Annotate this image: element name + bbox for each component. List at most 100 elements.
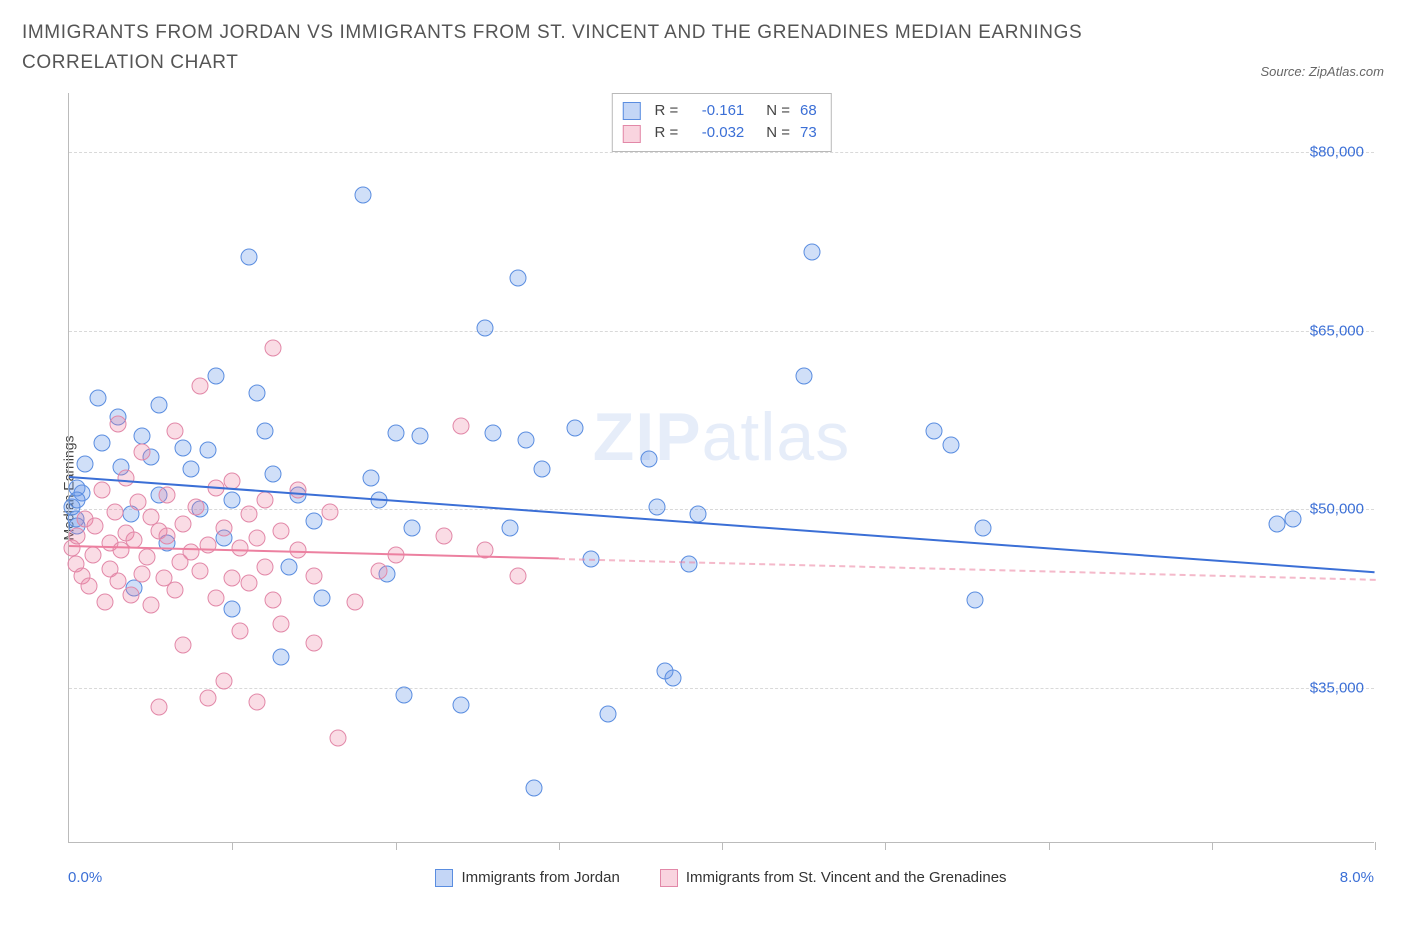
scatter-point [224, 570, 241, 587]
swatch-pink-icon [660, 869, 678, 887]
scatter-point [273, 615, 290, 632]
gridline-h [69, 331, 1374, 332]
scatter-point [509, 270, 526, 287]
scatter-point [363, 470, 380, 487]
scatter-point [77, 456, 94, 473]
scatter-point [240, 506, 257, 523]
scatter-point [199, 689, 216, 706]
scatter-point [926, 422, 943, 439]
scatter-point [305, 513, 322, 530]
scatter-point [411, 427, 428, 444]
scatter-point [518, 432, 535, 449]
scatter-point [803, 244, 820, 261]
y-tick-label: $50,000 [1310, 501, 1364, 518]
scatter-point [403, 520, 420, 537]
scatter-point [273, 522, 290, 539]
scatter-point [158, 527, 175, 544]
scatter-point [90, 389, 107, 406]
scatter-point [354, 187, 371, 204]
scatter-point [330, 730, 347, 747]
scatter-point [188, 499, 205, 516]
scatter-point [648, 499, 665, 516]
x-tick [1212, 842, 1213, 850]
scatter-point [183, 544, 200, 561]
scatter-point [134, 565, 151, 582]
scatter-point [387, 425, 404, 442]
scatter-point [167, 582, 184, 599]
x-axis-min-label: 0.0% [68, 869, 102, 886]
scatter-point [191, 377, 208, 394]
scatter-point [975, 520, 992, 537]
scatter-point [942, 437, 959, 454]
scatter-point [314, 589, 331, 606]
scatter-point [501, 520, 518, 537]
scatter-point [109, 415, 126, 432]
scatter-point [106, 503, 123, 520]
scatter-point [1269, 515, 1286, 532]
scatter-point [967, 591, 984, 608]
scatter-point [216, 520, 233, 537]
scatter-point [207, 368, 224, 385]
legend-item-jordan: Immigrants from Jordan [435, 869, 619, 887]
watermark: ZIPatlas [593, 398, 850, 476]
scatter-point [509, 568, 526, 585]
scatter-point [305, 634, 322, 651]
scatter-point [240, 249, 257, 266]
scatter-point [265, 465, 282, 482]
x-tick [232, 842, 233, 850]
scatter-point [567, 420, 584, 437]
gridline-h [69, 688, 1374, 689]
scatter-point [599, 706, 616, 723]
scatter-point [183, 460, 200, 477]
scatter-point [224, 491, 241, 508]
scatter-point [534, 460, 551, 477]
gridline-h [69, 509, 1374, 510]
scatter-point [109, 572, 126, 589]
scatter-point [207, 589, 224, 606]
scatter-point [69, 527, 86, 544]
x-axis-max-label: 8.0% [1340, 869, 1374, 886]
swatch-blue-icon [622, 102, 640, 120]
x-tick [885, 842, 886, 850]
scatter-point [129, 494, 146, 511]
scatter-point [150, 699, 167, 716]
scatter-point [1285, 510, 1302, 527]
scatter-point [175, 515, 192, 532]
y-tick-label: $65,000 [1310, 322, 1364, 339]
scatter-point [232, 539, 249, 556]
chart-container: Median Earnings ZIPatlas R = -0.161 N = … [22, 83, 1384, 893]
scatter-point [248, 530, 265, 547]
scatter-point [265, 339, 282, 356]
scatter-point [452, 696, 469, 713]
scatter-point [322, 503, 339, 520]
scatter-point [134, 444, 151, 461]
scatter-point [87, 518, 104, 535]
scatter-point [93, 482, 110, 499]
scatter-point [256, 491, 273, 508]
scatter-point [436, 527, 453, 544]
scatter-point [224, 601, 241, 618]
scatter-point [371, 563, 388, 580]
x-tick [722, 842, 723, 850]
scatter-point [175, 439, 192, 456]
plot-area: ZIPatlas R = -0.161 N = 68 R = -0.032 N … [68, 93, 1374, 843]
x-tick [396, 842, 397, 850]
y-tick-label: $80,000 [1310, 144, 1364, 161]
scatter-point [134, 427, 151, 444]
scatter-point [240, 575, 257, 592]
scatter-point [346, 594, 363, 611]
x-tick [1049, 842, 1050, 850]
scatter-point [477, 320, 494, 337]
scatter-point [232, 622, 249, 639]
trend-line [559, 558, 1375, 581]
y-tick-label: $35,000 [1310, 680, 1364, 697]
scatter-point [526, 780, 543, 797]
x-tick [559, 842, 560, 850]
scatter-point [689, 506, 706, 523]
x-axis-row: 0.0% Immigrants from Jordan Immigrants f… [68, 869, 1374, 887]
scatter-point [281, 558, 298, 575]
scatter-point [96, 594, 113, 611]
scatter-point [665, 670, 682, 687]
correlation-stats-box: R = -0.161 N = 68 R = -0.032 N = 73 [611, 93, 831, 152]
scatter-point [118, 470, 135, 487]
